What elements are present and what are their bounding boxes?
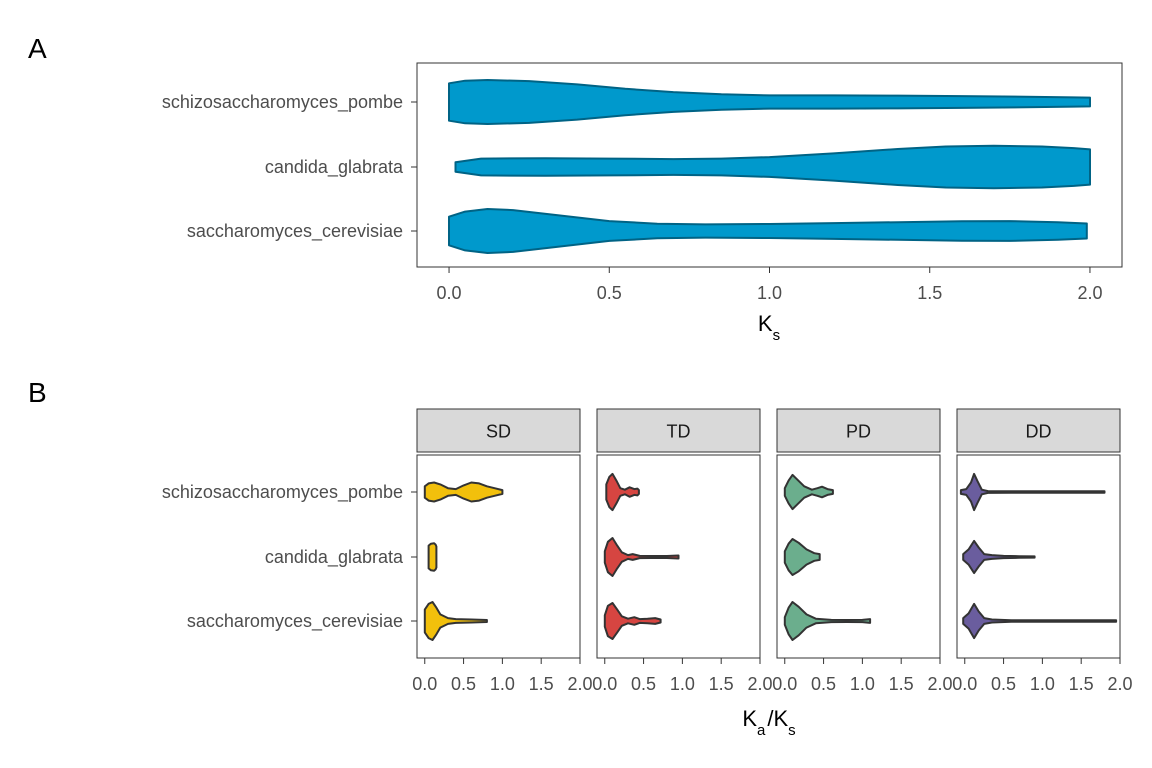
strip-label-dd: DD <box>1026 422 1052 442</box>
category-label-saccharomyces-cerevisiae: saccharomyces_cerevisiae <box>187 221 403 242</box>
panel-b: B SD 0.0 0.5 1.0 1.5 2.0 TD 0.0 0.5 1.0 1.5 2.0 PD 0.… <box>28 377 1133 739</box>
x-tick-label: 1.0 <box>850 674 875 694</box>
violin-td-schizosaccharomyces-pombe <box>605 472 640 512</box>
x-tick-label: 2.0 <box>567 674 592 694</box>
violin-saccharomyces-cerevisiae <box>448 208 1088 254</box>
x-tick-label: 0.0 <box>592 674 617 694</box>
panel-b-category-labels: schizosaccharomyces_pombe candida_glabrat… <box>162 482 417 632</box>
ratio-separator: / <box>767 706 774 731</box>
x-tick-label: 0.5 <box>631 674 656 694</box>
violin-dd-candida-glabrata <box>962 539 1036 575</box>
x-tick-label: 2.0 <box>747 674 772 694</box>
x-tick-label: 0.5 <box>991 674 1016 694</box>
x-tick-label: 0.0 <box>772 674 797 694</box>
category-label-schizosaccharomyces-pombe: schizosaccharomyces_pombe <box>162 482 403 503</box>
x-tick-label: 0.5 <box>811 674 836 694</box>
strip-label-td: TD <box>667 422 691 442</box>
x-tick-label: 1.0 <box>757 283 782 303</box>
panel-a-violins <box>448 79 1091 254</box>
violin-sd-schizosaccharomyces-pombe <box>423 481 504 503</box>
strip-label-pd: PD <box>846 422 871 442</box>
ks-sub-b: s <box>788 722 796 739</box>
violin-pd-schizosaccharomyces-pombe <box>783 473 834 511</box>
facet-sd: SD 0.0 0.5 1.0 1.5 2.0 <box>412 408 593 694</box>
panel-a-tag: A <box>28 33 47 64</box>
facet-td: TD 0.0 0.5 1.0 1.5 2.0 <box>592 408 773 694</box>
violin-td-saccharomyces-cerevisiae <box>603 602 662 640</box>
panel-b-tag: B <box>28 377 47 408</box>
facet-dd: DD 0.0 0.5 1.0 1.5 2.0 <box>952 408 1133 694</box>
strip-pd <box>776 408 941 453</box>
x-tick-label: 2.0 <box>927 674 952 694</box>
x-tick-label: 1.5 <box>889 674 914 694</box>
violin-candida-glabrata <box>454 144 1091 190</box>
strip-label-sd: SD <box>486 422 511 442</box>
ks-main: K <box>758 311 773 336</box>
x-tick-label: 0.0 <box>952 674 977 694</box>
ks-sub: s <box>773 327 781 344</box>
violin-pd-saccharomyces-cerevisiae <box>783 601 872 641</box>
panel-a-x-axis-label: Ks <box>758 311 780 344</box>
violin-pd-candida-glabrata <box>783 538 821 576</box>
violin-dd-saccharomyces-cerevisiae <box>962 602 1118 640</box>
x-tick-label: 0.5 <box>597 283 622 303</box>
category-label-saccharomyces-cerevisiae: saccharomyces_cerevisiae <box>187 611 403 632</box>
x-tick-label: 1.5 <box>529 674 554 694</box>
x-tick-label: 1.0 <box>670 674 695 694</box>
x-tick-label: 2.0 <box>1077 283 1102 303</box>
x-tick-label: 1.5 <box>709 674 734 694</box>
violin-schizosaccharomyces-pombe <box>448 79 1091 125</box>
violin-td-candida-glabrata <box>603 537 680 577</box>
panel-b-facets: SD 0.0 0.5 1.0 1.5 2.0 TD 0.0 0.5 1.0 1.5 2.0 PD 0.0 0… <box>412 408 1133 694</box>
ka-sub: a <box>757 722 766 739</box>
ks-main-b: K <box>773 706 788 731</box>
category-label-candida-glabrata: candida_glabrata <box>265 547 404 568</box>
panel-a-x-ticks: 0.0 0.5 1.0 1.5 2.0 <box>437 267 1102 303</box>
strip-td <box>596 408 761 453</box>
panel-b-x-axis-label: Ka/Ks <box>742 706 795 739</box>
x-tick-label: 1.0 <box>1030 674 1055 694</box>
violin-sd-saccharomyces-cerevisiae <box>423 601 488 641</box>
x-tick-label: 0.5 <box>451 674 476 694</box>
category-label-candida-glabrata: candida_glabrata <box>265 157 404 178</box>
violin-dd-schizosaccharomyces-pombe <box>959 472 1106 512</box>
x-tick-label: 2.0 <box>1107 674 1132 694</box>
strip-dd <box>956 408 1121 453</box>
panel-a-category-labels: schizosaccharomyces_pombe candida_glabrat… <box>162 92 417 242</box>
x-tick-label: 0.0 <box>437 283 462 303</box>
x-tick-label: 1.5 <box>1069 674 1094 694</box>
facet-pd: PD 0.0 0.5 1.0 1.5 2.0 <box>772 408 953 694</box>
x-tick-label: 1.0 <box>490 674 515 694</box>
violin-sd-candida-glabrata <box>427 542 438 572</box>
ka-main: K <box>742 706 757 731</box>
x-tick-label: 1.5 <box>917 283 942 303</box>
panel-a: A schizosaccharomyces_pombe candida_glabr… <box>28 33 1123 344</box>
category-label-schizosaccharomyces-pombe: schizosaccharomyces_pombe <box>162 92 403 113</box>
strip-sd <box>416 408 581 453</box>
x-tick-label: 0.0 <box>412 674 437 694</box>
